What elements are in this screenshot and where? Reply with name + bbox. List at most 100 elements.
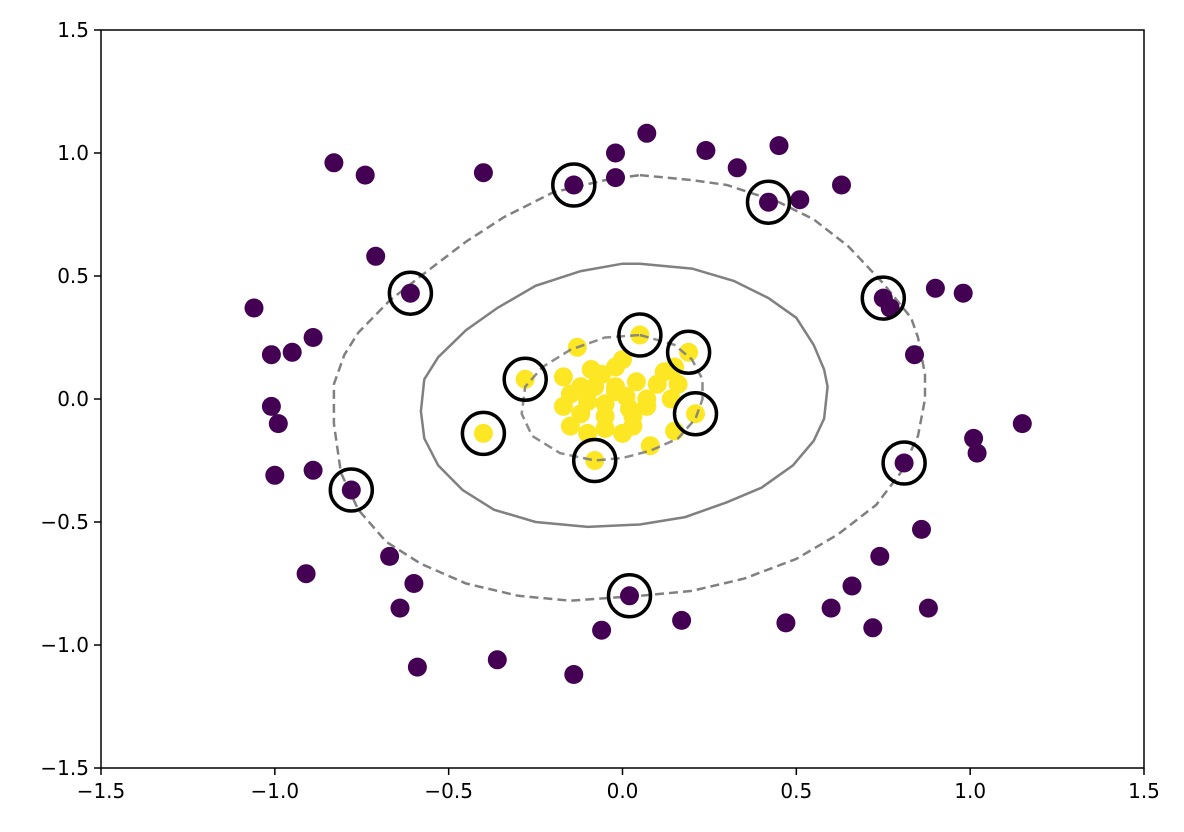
- x-tick-label: −1.0: [251, 779, 300, 803]
- point-class-1: [613, 350, 632, 370]
- point-class-0: [894, 453, 914, 473]
- point-class-0: [918, 598, 938, 618]
- x-tick-label: 0.5: [780, 779, 812, 803]
- point-class-0: [790, 190, 810, 210]
- point-class-0: [776, 613, 796, 633]
- x-tick-label: −1.5: [77, 779, 126, 803]
- point-class-1: [560, 416, 580, 436]
- support-vector-ring: [460, 410, 507, 457]
- point-class-0: [1012, 414, 1032, 434]
- support-vector-ring: [571, 437, 618, 484]
- point-class-0: [564, 175, 584, 195]
- point-class-1: [647, 374, 667, 394]
- x-tick-label: 1.5: [1128, 779, 1160, 803]
- inner-margin-contour: [520, 333, 704, 462]
- point-class-0: [925, 278, 945, 298]
- point-class-0: [832, 175, 851, 195]
- support-vector-ring: [502, 356, 548, 403]
- point-class-0: [261, 345, 281, 365]
- point-class-1: [668, 374, 688, 394]
- point-class-0: [672, 610, 692, 630]
- support-vector-layer: [328, 162, 927, 619]
- x-tick-label: −0.5: [424, 779, 473, 803]
- x-tick-label: 0.0: [607, 779, 639, 803]
- point-class-0: [769, 136, 789, 156]
- point-class-0: [390, 598, 410, 618]
- point-class-0: [404, 574, 424, 593]
- point-class-0: [863, 618, 883, 638]
- point-class-0: [821, 598, 841, 618]
- point-class-1: [553, 367, 573, 387]
- point-class-1: [595, 419, 615, 438]
- point-class-0: [303, 460, 323, 480]
- point-class-0: [400, 283, 420, 303]
- support-vector-ring: [672, 391, 719, 437]
- point-class-0: [303, 328, 323, 347]
- support-vector-ring: [617, 312, 663, 358]
- point-class-0: [268, 414, 288, 434]
- point-class-0: [727, 158, 747, 178]
- point-class-0: [296, 564, 316, 584]
- point-class-0: [564, 665, 584, 684]
- point-class-1: [637, 396, 657, 416]
- point-class-0: [842, 576, 862, 596]
- points-layer: [244, 123, 1032, 684]
- support-vector-ring: [328, 467, 375, 513]
- point-class-0: [870, 546, 890, 566]
- support-vector-ring: [860, 275, 907, 321]
- support-vector-ring: [606, 573, 653, 619]
- point-class-0: [953, 283, 973, 303]
- point-class-0: [592, 620, 612, 640]
- point-class-0: [265, 465, 285, 485]
- point-class-1: [585, 377, 605, 397]
- point-class-1: [515, 369, 535, 389]
- point-class-0: [637, 123, 657, 143]
- point-class-0: [606, 143, 625, 163]
- point-class-0: [759, 192, 778, 212]
- y-tick-label: −1.5: [40, 756, 89, 780]
- decision-boundary-contour: [419, 262, 829, 529]
- point-class-1: [553, 396, 573, 416]
- point-class-1: [606, 382, 625, 402]
- point-class-1: [473, 423, 493, 443]
- point-class-1: [640, 436, 660, 456]
- y-tick-label: 1.5: [57, 18, 89, 42]
- y-tick-label: 1.0: [57, 141, 89, 165]
- point-class-0: [324, 153, 344, 173]
- y-axis: −1.5 −1.0 −0.5 0.0 0.5 1.0 1.5: [40, 18, 101, 780]
- point-class-0: [282, 342, 302, 362]
- support-vector-ring: [665, 329, 712, 376]
- y-tick-label: 0.5: [57, 264, 89, 288]
- point-class-0: [873, 288, 893, 308]
- point-class-0: [407, 657, 427, 677]
- support-vector-ring: [387, 270, 434, 316]
- point-class-0: [620, 586, 639, 606]
- point-class-0: [244, 298, 264, 318]
- point-class-1: [626, 372, 646, 392]
- y-tick-label: −0.5: [40, 510, 89, 534]
- point-class-0: [967, 443, 987, 463]
- point-class-0: [261, 396, 281, 416]
- point-class-0: [341, 480, 361, 500]
- point-class-1: [623, 406, 643, 426]
- point-class-1: [679, 342, 699, 362]
- point-class-0: [905, 345, 924, 365]
- support-vector-ring: [881, 440, 927, 486]
- point-class-0: [487, 650, 507, 670]
- support-vector-ring: [745, 179, 792, 225]
- point-class-1: [585, 451, 605, 470]
- point-class-0: [473, 163, 493, 183]
- x-axis: −1.5 −1.0 −0.5 0.0 0.5 1.0 1.5: [77, 768, 1160, 803]
- support-vector-ring: [551, 162, 597, 208]
- point-class-0: [366, 246, 386, 266]
- y-tick-label: −1.0: [40, 633, 89, 657]
- x-tick-label: 1.0: [954, 779, 986, 803]
- point-class-0: [964, 428, 984, 448]
- point-class-0: [606, 168, 625, 188]
- point-class-0: [380, 546, 400, 566]
- point-class-1: [686, 404, 705, 424]
- point-class-0: [696, 141, 716, 160]
- point-class-0: [912, 519, 931, 539]
